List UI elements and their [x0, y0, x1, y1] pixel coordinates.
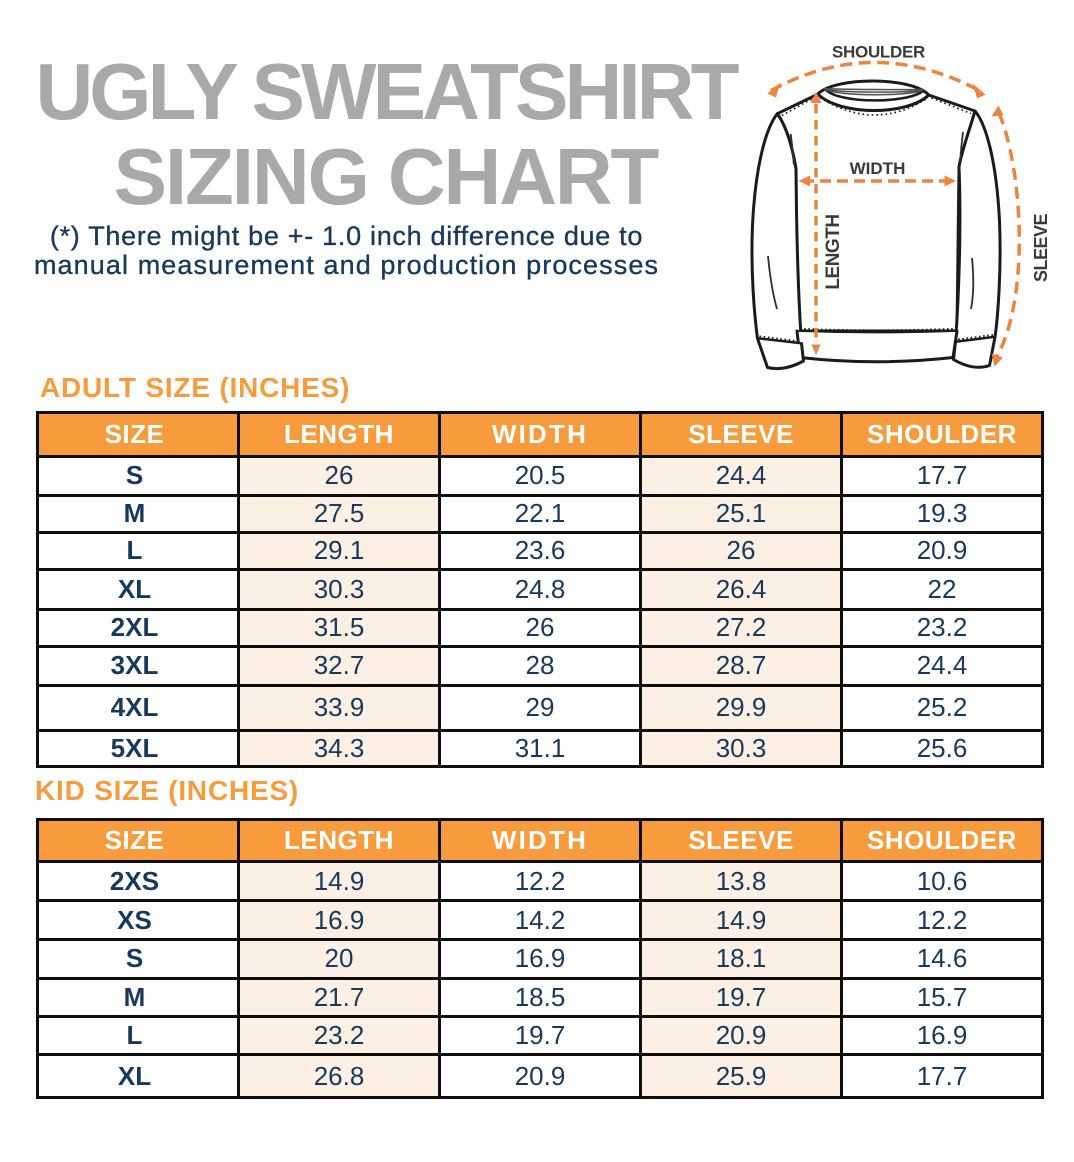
svg-text:SLEEVE: SLEEVE [1031, 213, 1051, 282]
svg-text:LENGTH: LENGTH [823, 214, 844, 289]
svg-text:SHOULDER: SHOULDER [832, 43, 925, 62]
svg-text:WIDTH: WIDTH [850, 159, 906, 178]
